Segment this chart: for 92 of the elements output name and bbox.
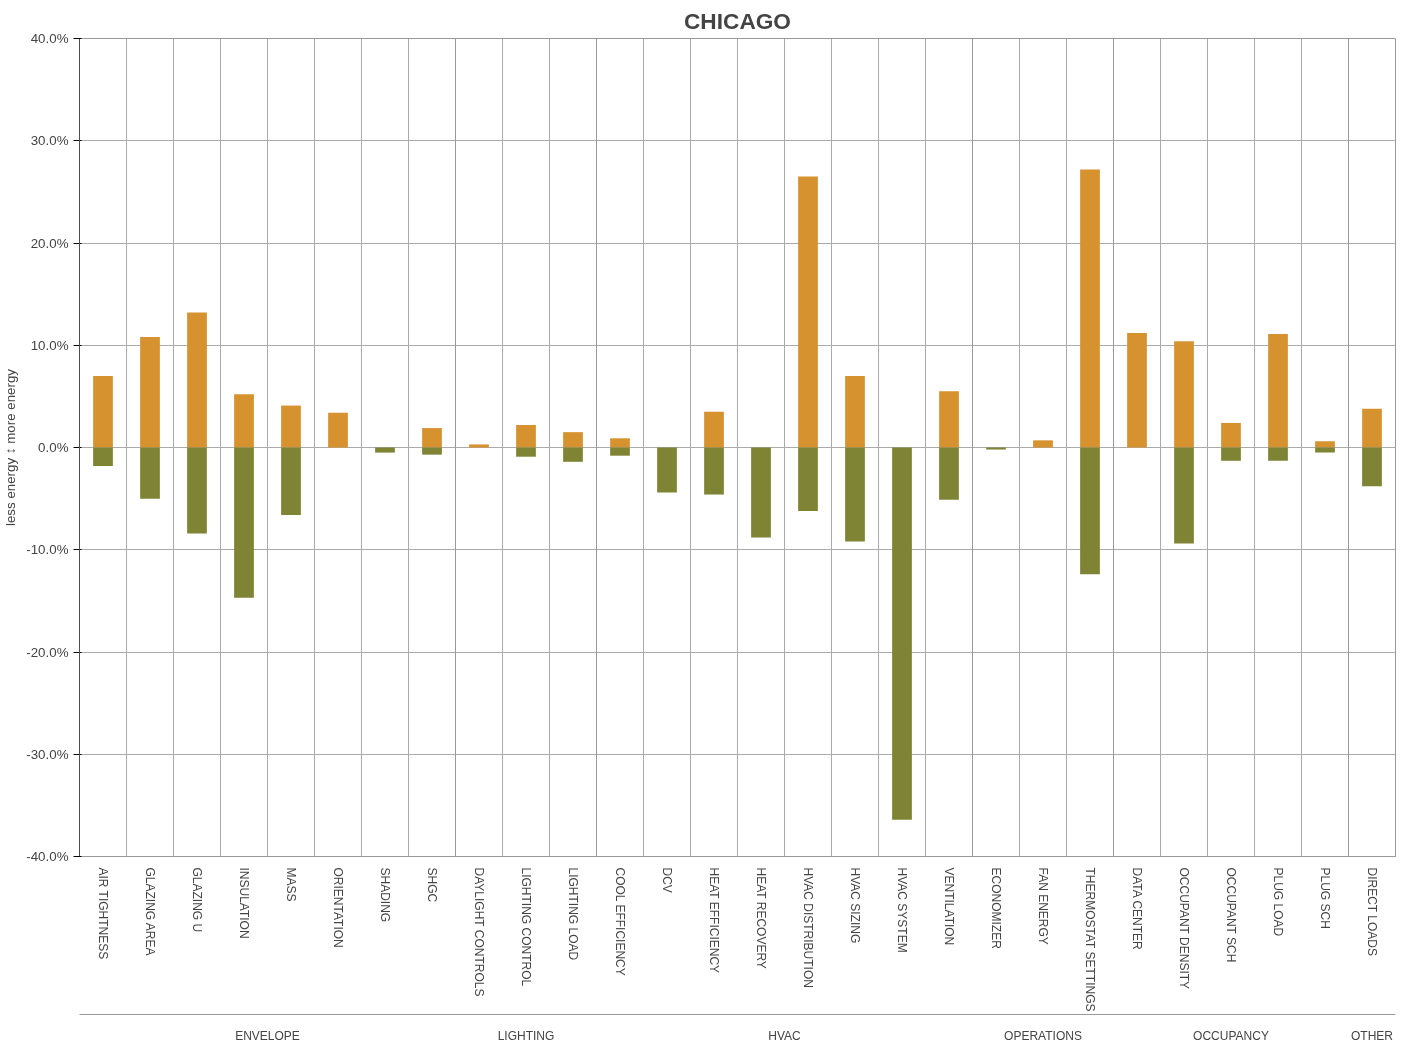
y-tick-label: 40.0% xyxy=(30,31,69,46)
x-tick-label: INSULATION xyxy=(237,867,251,939)
x-tick-label: SHADING xyxy=(378,867,392,923)
x-tick-label: COOL EFFICIENCY xyxy=(613,867,627,976)
x-tick-label: DATA CENTER xyxy=(1130,867,1144,951)
bar xyxy=(140,337,160,448)
y-tick-label: -20.0% xyxy=(26,644,69,660)
y-axis-title: less energy ↕ more energy xyxy=(3,368,19,527)
bar xyxy=(657,447,677,493)
bar xyxy=(1315,441,1335,448)
text: ENVELOPE xyxy=(235,1028,300,1043)
bar xyxy=(1362,408,1382,448)
bar xyxy=(798,447,818,511)
bar xyxy=(375,447,395,453)
bar xyxy=(1268,334,1288,448)
y-tick-label: -10.0% xyxy=(26,542,69,558)
y-tick-label: 10.0% xyxy=(30,337,69,353)
bar xyxy=(281,447,301,515)
x-tick-label: SHGC xyxy=(425,867,439,903)
bar xyxy=(939,391,959,448)
x-tick-label: GLAZING AREA xyxy=(143,867,157,956)
x-tick-label: LIGHTING CONTROL xyxy=(519,867,533,987)
bar xyxy=(1221,422,1241,448)
bar xyxy=(187,312,207,448)
y-tick-label: 0.0% xyxy=(38,440,69,455)
x-tick-label: DIRECT LOADS xyxy=(1365,867,1379,956)
bar xyxy=(516,447,536,457)
bar xyxy=(986,447,1006,450)
bar xyxy=(1174,341,1194,448)
x-tick-label: GLAZING U xyxy=(190,867,204,933)
x-tick-label: PLUG SCH xyxy=(1318,867,1332,929)
bar xyxy=(281,405,301,448)
y-tick-label: 30.0% xyxy=(30,133,69,149)
bar xyxy=(93,447,113,466)
bar xyxy=(798,176,818,448)
x-tick-label: MASS xyxy=(284,867,298,902)
bar xyxy=(704,411,724,448)
y-tick-label: -30.0% xyxy=(26,746,69,762)
x-tick-label: HVAC SYSTEM xyxy=(895,867,909,953)
bar xyxy=(1080,169,1100,448)
bar xyxy=(563,432,583,448)
bar xyxy=(1315,447,1335,453)
bar xyxy=(187,447,207,534)
bar xyxy=(704,447,724,495)
bar xyxy=(845,375,865,448)
bar xyxy=(234,394,254,448)
x-tick-label: OCCUPANT DENSITY xyxy=(1177,867,1191,990)
x-tick-label: HVAC DISTRIBUTION xyxy=(801,867,815,988)
bar xyxy=(422,428,442,448)
y-tick-label: 20.0% xyxy=(30,235,69,251)
x-tick-label: ECONOMIZER xyxy=(989,867,1003,950)
bar xyxy=(845,447,865,542)
bar xyxy=(422,447,442,455)
x-tick-label: PLUG LOAD xyxy=(1271,867,1285,937)
bar xyxy=(1127,332,1147,448)
bar xyxy=(469,444,489,448)
x-tick-label: THERMOSTAT SETTINGS xyxy=(1083,867,1097,1012)
bar xyxy=(1268,447,1288,461)
text: OTHER xyxy=(1351,1028,1394,1043)
x-tick-label: HEAT RECOVERY xyxy=(754,867,768,969)
x-tick-label: AIR TIGHTNESS xyxy=(96,867,110,960)
bar xyxy=(328,412,348,448)
x-tick-label: DCV xyxy=(660,867,674,893)
bar xyxy=(93,375,113,448)
text: OPERATIONS xyxy=(1004,1028,1082,1043)
x-tick-label: FAN ENERGY xyxy=(1036,867,1050,945)
y-tick-label: -40.0% xyxy=(26,849,69,864)
bar xyxy=(610,447,630,456)
x-tick-label: HVAC SIZING xyxy=(848,867,862,944)
bar xyxy=(751,447,771,538)
text: OCCUPANCY xyxy=(1193,1028,1269,1043)
bar xyxy=(1221,447,1241,461)
bar xyxy=(140,447,160,499)
bar xyxy=(892,447,912,820)
bar xyxy=(234,447,254,598)
bar xyxy=(1174,447,1194,544)
bar xyxy=(1080,447,1100,575)
x-tick-label: LIGHTING LOAD xyxy=(566,867,580,961)
text: LIGHTING xyxy=(497,1028,555,1043)
bar xyxy=(516,425,536,448)
bar xyxy=(610,438,630,448)
bar xyxy=(939,447,959,500)
bar xyxy=(1033,440,1053,448)
x-tick-label: OCCUPANT SCH xyxy=(1224,867,1238,963)
x-tick-label: ORIENTATION xyxy=(331,867,345,948)
bar xyxy=(1362,447,1382,487)
x-tick-label: VENTILATION xyxy=(942,867,956,946)
chart-title: CHICAGO xyxy=(684,7,792,34)
bar xyxy=(563,447,583,462)
text: HVAC xyxy=(768,1028,802,1043)
x-tick-label: DAYLIGHT CONTROLS xyxy=(472,867,486,997)
x-tick-label: HEAT EFFICIENCY xyxy=(707,867,721,974)
